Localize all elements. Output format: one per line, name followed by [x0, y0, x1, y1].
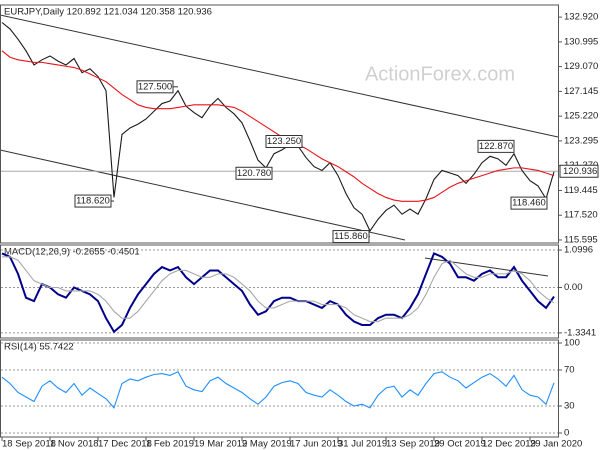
last-price-box [559, 164, 599, 178]
y-tick-label: 115.595 [564, 234, 598, 245]
y-tick-label: 0.00 [564, 282, 583, 293]
annotation-label: 118.620 [76, 196, 110, 207]
panel-frame [0, 4, 559, 244]
annotation-label: 120.780 [237, 168, 271, 179]
series-line [2, 256, 555, 323]
x-tick-label: 13 Sep 2019 [386, 439, 440, 450]
y-tick-label: 130.995 [564, 36, 598, 47]
y-tick-label: 125.220 [564, 111, 598, 122]
y-tick-label: -1.3341 [564, 327, 596, 338]
y-tick-label: 1.0996 [564, 245, 593, 256]
x-tick-label: 1 Feb 2019 [146, 439, 194, 450]
series-line [1, 371, 555, 409]
annotation-box [265, 134, 303, 148]
x-tick-label: 1 Nov 2018 [50, 439, 99, 450]
last-price-label: 120.936 [563, 166, 597, 177]
x-tick-label: 17 Dec 2018 [98, 439, 152, 450]
y-tick-label: 119.445 [564, 185, 598, 196]
annotation-box [74, 194, 112, 208]
y-tick-label: 100 [564, 338, 580, 349]
panel-frame [0, 339, 559, 438]
y-tick-label: 123.295 [564, 135, 598, 146]
annotation-label: 122.870 [479, 141, 513, 152]
x-tick-label: 29 Oct 2019 [434, 439, 486, 450]
trend-line [424, 257, 549, 277]
y-tick-label: 127.145 [564, 86, 598, 97]
annotation-label: 118.460 [512, 198, 546, 209]
panel-title: EURJPY,Daily 120.892 121.034 120.358 120… [4, 7, 212, 18]
panel-title: MACD(12,26,9) -0.2655 -0.4501 [4, 247, 140, 258]
series-line [1, 252, 555, 334]
x-tick-label: 2 May 2019 [242, 439, 292, 450]
x-tick-label: 31 Jul 2019 [338, 439, 387, 450]
channel-line [0, 14, 559, 138]
y-tick-label: 129.070 [564, 61, 598, 72]
annotation-box [477, 139, 515, 153]
x-tick-label: 29 Jan 2020 [530, 439, 582, 450]
annotation-box [510, 196, 548, 210]
y-tick-label: 132.920 [564, 12, 598, 23]
annotation-label: 123.250 [267, 136, 301, 147]
annotation-box [235, 166, 273, 180]
x-tick-label: 18 Sep 2018 [2, 439, 56, 450]
x-tick-label: 12 Dec 2019 [482, 439, 536, 450]
y-tick-label: 117.520 [564, 210, 598, 221]
x-tick-label: 19 Mar 2019 [194, 439, 247, 450]
panel-frame [0, 244, 559, 339]
panel-title: RSI(14) 55.7422 [4, 342, 74, 353]
y-tick-label: 30 [564, 401, 575, 412]
annotation-box [136, 80, 174, 94]
channel-line [0, 149, 406, 241]
annotation-label: 127.500 [138, 81, 172, 92]
y-tick-label: 0 [564, 428, 569, 439]
x-tick-label: 17 Jun 2019 [290, 439, 342, 450]
series-line [1, 50, 555, 202]
annotation-label: 115.860 [334, 231, 368, 242]
series-line [1, 22, 555, 233]
watermark: ActionForex.com [365, 63, 515, 85]
y-tick-label: 70 [564, 365, 575, 376]
annotation-box [332, 230, 370, 244]
